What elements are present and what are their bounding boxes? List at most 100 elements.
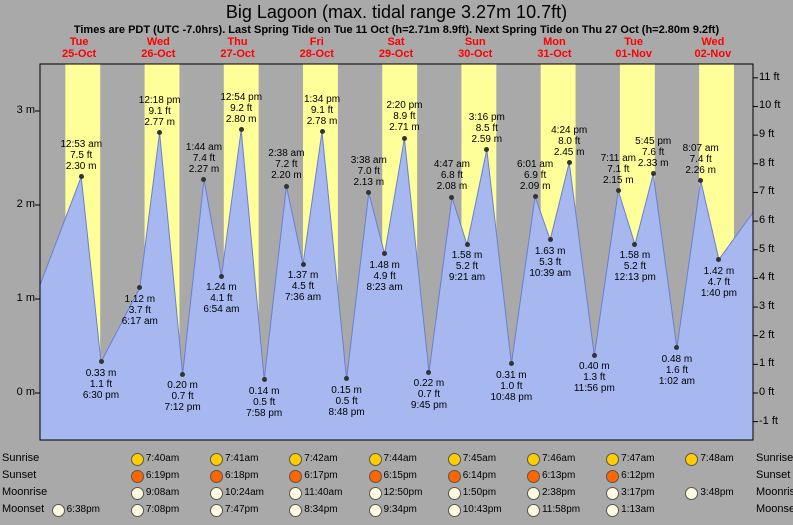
tide-point — [219, 274, 224, 279]
tide-label: 3:38 am7.0 ft2.13 m — [344, 155, 394, 188]
sun-icon — [527, 453, 540, 466]
moon-icon — [527, 487, 540, 500]
moon-icon — [210, 487, 223, 500]
tide-label: 1.48 m4.9 ft8:23 am — [360, 260, 410, 293]
sun-icon — [131, 453, 144, 466]
axis-left-tick: 0 m — [0, 386, 35, 398]
tide-label: 0.22 m0.7 ft9:45 pm — [404, 378, 454, 411]
moon-icon — [369, 487, 382, 500]
footer-time: 6:38pm — [67, 504, 100, 515]
footer-time: 7:46am — [542, 453, 575, 464]
axis-right-tick: -1 ft — [759, 415, 793, 427]
moon-icon — [369, 504, 382, 517]
moon-icon — [131, 504, 144, 517]
footer-time: 9:34pm — [384, 504, 417, 515]
day-header: Fri28-Oct — [277, 36, 356, 60]
tide-label: 12:18 pm9.1 ft2.77 m — [135, 95, 185, 128]
footer-time: 7:48am — [700, 453, 733, 464]
axis-right-tick: 2 ft — [759, 329, 793, 341]
moon-icon — [527, 504, 540, 517]
moon-icon — [52, 504, 65, 517]
sunset-icon — [527, 470, 540, 483]
axis-right-tick: 8 ft — [759, 157, 793, 169]
tide-point — [320, 129, 325, 134]
sunset-icon — [210, 470, 223, 483]
tide-point — [567, 160, 572, 165]
footer-time: 7:47am — [621, 453, 654, 464]
tide-chart: Big Lagoon (max. tidal range 3.27m 10.7f… — [0, 0, 793, 525]
tide-label: 1.37 m4.5 ft7:36 am — [278, 270, 328, 303]
sunset-icon — [131, 470, 144, 483]
moon-icon — [448, 504, 461, 517]
tide-label: 1.63 m5.3 ft10:39 am — [525, 246, 575, 279]
day-header: Sun30-Oct — [436, 36, 515, 60]
axis-right-tick: 10 ft — [759, 99, 793, 111]
footer-row-label: Moonrise — [756, 486, 793, 498]
day-header: Thu27-Oct — [198, 36, 277, 60]
footer-time: 6:14pm — [463, 470, 496, 481]
axis-left-tick: 2 m — [0, 198, 35, 210]
footer-time: 6:17pm — [304, 470, 337, 481]
tide-label: 0.14 m0.5 ft7:58 pm — [239, 386, 289, 419]
footer-time: 8:34pm — [304, 504, 337, 515]
footer-row-label: Sunrise — [756, 452, 793, 464]
tide-label: 6:01 am6.9 ft2.09 m — [510, 159, 560, 192]
footer-time: 11:40am — [304, 487, 342, 498]
axis-right-tick: 3 ft — [759, 300, 793, 312]
day-header: Tue01-Nov — [594, 36, 673, 60]
footer-time: 6:12pm — [621, 470, 654, 481]
tide-label: 4:47 am6.8 ft2.08 m — [427, 159, 477, 192]
footer-row-label: Moonset — [2, 503, 44, 515]
footer-time: 12:50pm — [384, 487, 423, 498]
footer-row-label: Moonset — [756, 503, 793, 515]
axis-right-tick: 6 ft — [759, 214, 793, 226]
day-header: Wed26-Oct — [119, 36, 198, 60]
axis-right-tick: 5 ft — [759, 243, 793, 255]
tide-label: 5:45 pm7.6 ft2.33 m — [628, 136, 678, 169]
tide-label: 1:44 am7.4 ft2.27 m — [179, 142, 229, 175]
footer-time: 9:08am — [146, 487, 179, 498]
day-header: Wed02-Nov — [673, 36, 752, 60]
axis-right-tick: 1 ft — [759, 357, 793, 369]
footer-time: 7:41am — [225, 453, 258, 464]
axis-right-tick: 0 ft — [759, 386, 793, 398]
tide-label: 0.15 m0.5 ft8:48 pm — [322, 385, 372, 418]
moon-icon — [210, 504, 223, 517]
tide-point — [284, 184, 289, 189]
tide-label: 1.42 m4.7 ft1:40 pm — [694, 266, 744, 299]
day-header: Tue25-Oct — [40, 36, 119, 60]
sun-icon — [369, 453, 382, 466]
tide-label: 0.20 m0.7 ft7:12 pm — [158, 380, 208, 413]
tide-label: 1.24 m4.1 ft6:54 am — [196, 282, 246, 315]
axis-left-tick: 1 m — [0, 292, 35, 304]
moon-icon — [448, 487, 461, 500]
footer-row-label: Moonrise — [2, 486, 47, 498]
moon-icon — [131, 487, 144, 500]
footer-time: 7:45am — [463, 453, 496, 464]
tide-label: 0.40 m1.3 ft11:56 pm — [569, 361, 619, 394]
footer-time: 2:38pm — [542, 487, 575, 498]
footer-time: 7:42am — [304, 453, 337, 464]
axis-right-tick: 9 ft — [759, 128, 793, 140]
footer-time: 11:58pm — [542, 504, 580, 515]
tide-label: 3:16 pm8.5 ft2.59 m — [462, 112, 512, 145]
tide-label: 12:54 pm9.2 ft2.80 m — [216, 92, 266, 125]
footer-row-label: Sunset — [756, 469, 790, 481]
sun-icon — [210, 453, 223, 466]
footer-row-label: Sunrise — [2, 452, 39, 464]
tide-label: 4:24 pm8.0 ft2.45 m — [544, 125, 594, 158]
footer-time: 7:08pm — [146, 504, 179, 515]
footer-time: 10:43pm — [463, 504, 502, 515]
sunset-icon — [369, 470, 382, 483]
tide-point — [402, 136, 407, 141]
axis-left-tick: 3 m — [0, 104, 35, 116]
footer-time: 1:50pm — [463, 487, 496, 498]
tide-label: 0.48 m1.6 ft1:02 am — [652, 354, 702, 387]
footer-time: 7:47pm — [225, 504, 258, 515]
footer-row-label: Sunset — [2, 469, 36, 481]
tide-label: 2:20 pm8.9 ft2.71 m — [379, 100, 429, 133]
tide-label: 12:53 am7.5 ft2.30 m — [56, 139, 106, 172]
sunset-icon — [448, 470, 461, 483]
tide-point — [592, 353, 597, 358]
footer-time: 6:19pm — [146, 470, 179, 481]
